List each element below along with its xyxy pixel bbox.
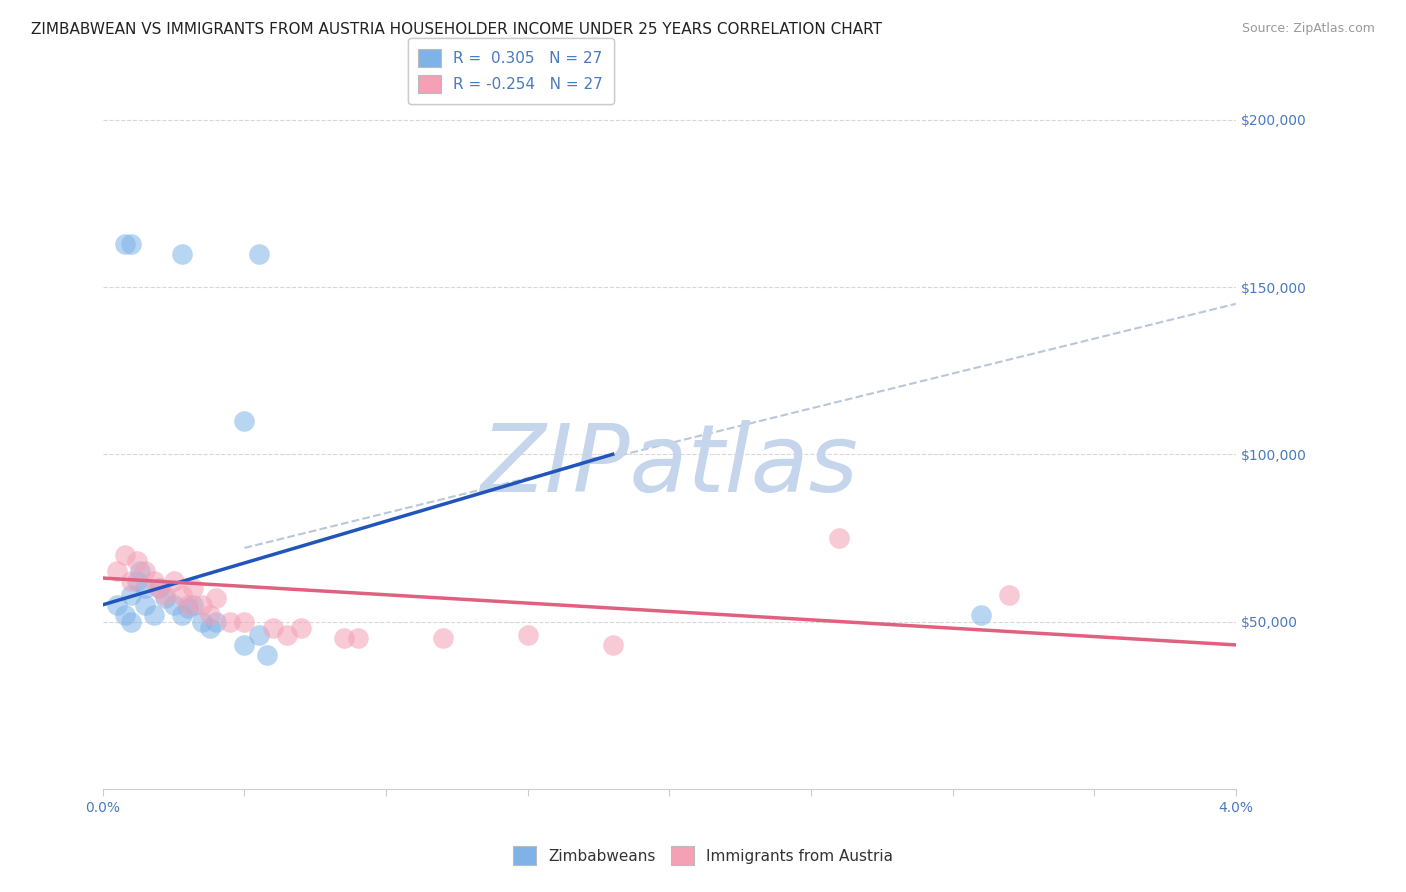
Point: [276, 628, 298, 642]
Point: [114, 607, 136, 622]
Point: [516, 628, 538, 642]
Point: [262, 621, 284, 635]
Point: [233, 414, 256, 428]
Point: [247, 246, 270, 260]
Point: [183, 598, 205, 612]
Point: [828, 531, 851, 545]
Point: [134, 565, 156, 579]
Point: [172, 588, 194, 602]
Point: [191, 615, 214, 629]
Point: [105, 598, 128, 612]
Point: [191, 598, 214, 612]
Text: ZIPatlas: ZIPatlas: [481, 420, 858, 511]
Point: [432, 632, 454, 646]
Point: [177, 598, 200, 612]
Point: [120, 236, 142, 251]
Text: Source: ZipAtlas.com: Source: ZipAtlas.com: [1241, 22, 1375, 36]
Point: [602, 638, 624, 652]
Point: [205, 615, 228, 629]
Point: [346, 632, 368, 646]
Point: [162, 574, 184, 589]
Point: [177, 601, 200, 615]
Point: [970, 607, 993, 622]
Point: [233, 615, 256, 629]
Point: [247, 628, 270, 642]
Point: [200, 607, 222, 622]
Point: [120, 574, 142, 589]
Point: [332, 632, 354, 646]
Point: [200, 621, 222, 635]
Point: [142, 574, 165, 589]
Text: ZIMBABWEAN VS IMMIGRANTS FROM AUSTRIA HOUSEHOLDER INCOME UNDER 25 YEARS CORRELAT: ZIMBABWEAN VS IMMIGRANTS FROM AUSTRIA HO…: [31, 22, 882, 37]
Legend: R =  0.305   N = 27, R = -0.254   N = 27: R = 0.305 N = 27, R = -0.254 N = 27: [408, 37, 614, 104]
Point: [153, 591, 176, 606]
Point: [125, 554, 148, 568]
Point: [114, 548, 136, 562]
Point: [172, 246, 194, 260]
Point: [134, 581, 156, 595]
Point: [125, 574, 148, 589]
Point: [290, 621, 312, 635]
Point: [172, 607, 194, 622]
Point: [105, 565, 128, 579]
Point: [219, 615, 242, 629]
Point: [256, 648, 278, 662]
Point: [205, 591, 228, 606]
Point: [120, 588, 142, 602]
Point: [233, 638, 256, 652]
Point: [153, 588, 176, 602]
Point: [183, 581, 205, 595]
Point: [998, 588, 1021, 602]
Point: [148, 581, 170, 595]
Legend: Zimbabweans, Immigrants from Austria: Zimbabweans, Immigrants from Austria: [508, 840, 898, 871]
Point: [128, 565, 150, 579]
Point: [134, 598, 156, 612]
Point: [142, 607, 165, 622]
Point: [148, 581, 170, 595]
Point: [114, 236, 136, 251]
Point: [162, 598, 184, 612]
Point: [120, 615, 142, 629]
